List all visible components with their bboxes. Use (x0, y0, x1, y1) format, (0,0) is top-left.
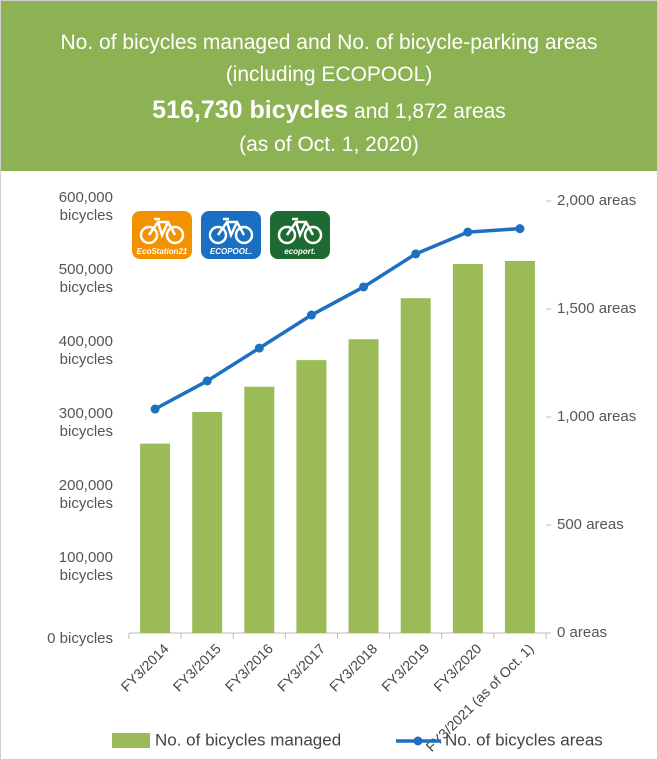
bar (296, 360, 327, 633)
header: No. of bicycles managed and No. of bicyc… (1, 1, 657, 171)
y-tick-label: 200,000 bicycles (58, 477, 113, 512)
logo-frame (147, 217, 177, 239)
line (154, 226, 521, 411)
logo-wheel (303, 225, 323, 245)
x-tick-label: FY3/2016 (222, 640, 276, 694)
line-point (306, 310, 316, 320)
logo-label: ECOPOOL. (210, 247, 252, 256)
line-point (150, 404, 160, 414)
headline-rest: and 1,872 areas (354, 100, 506, 123)
y-tick-label: 0 bicycles (47, 630, 113, 647)
logo: ecoport. (270, 211, 330, 259)
logo-wheel (208, 225, 228, 245)
bar (192, 411, 223, 633)
logo-wheel (139, 225, 159, 245)
legend-swatch (112, 733, 150, 748)
logo-label: EcoStation21 (137, 247, 188, 256)
logo: ECOPOOL. (201, 211, 261, 259)
x-tick-label: FY3/2015 (170, 640, 224, 694)
bar (452, 264, 483, 633)
logo-wheel (277, 225, 297, 245)
line-point (411, 249, 421, 259)
bar (244, 386, 275, 633)
logo-wheel (165, 225, 185, 245)
y2-tick-label: 0 areas (557, 624, 607, 641)
bar (400, 298, 431, 633)
x-tick-label: FY3/2017 (274, 640, 328, 694)
y-tick-label: 500,000 bicycles (58, 261, 113, 296)
x-tick-label: FY3/2019 (378, 640, 432, 694)
y2-tick-label: 2,000 areas (557, 192, 636, 209)
y-tick-label: 300,000 bicycles (58, 405, 113, 440)
bar (504, 260, 535, 633)
y2-tick-label: 1,000 areas (557, 408, 636, 425)
logo-wheel (234, 225, 254, 245)
legend-label: No. of bicycles areas (445, 730, 603, 749)
logo-frame (285, 217, 315, 239)
logo: EcoStation21 (132, 211, 192, 259)
x-tick-label: FY3/2020 (430, 640, 484, 694)
legend-marker (413, 736, 423, 746)
line-point (254, 343, 264, 353)
logo-label: ecoport. (284, 247, 316, 256)
line-point (515, 224, 525, 234)
date-note: (as of Oct. 1, 2020) (239, 133, 419, 156)
y-tick-label: 600,000 bicycles (58, 189, 113, 224)
legend-label: No. of bicycles managed (155, 730, 341, 749)
bar (348, 339, 379, 633)
headline-bold: 516,730 bicycles (152, 96, 349, 124)
chart-subtitle: (including ECOPOOL) (225, 63, 433, 86)
bar (140, 443, 171, 633)
y2-tick-label: 1,500 areas (557, 300, 636, 317)
y2-tick-label: 500 areas (557, 516, 624, 533)
x-tick-label: FY3/2018 (326, 640, 380, 694)
y-tick-label: 100,000 bicycles (58, 549, 113, 584)
chart-title: No. of bicycles managed and No. of bicyc… (60, 31, 598, 54)
line-point (463, 227, 473, 237)
headline: 516,730 bicycles and 1,872 areas (1, 96, 657, 125)
logo-frame (216, 217, 246, 239)
line-point (359, 282, 369, 292)
line-point (202, 376, 212, 386)
y-tick-label: 400,000 bicycles (58, 333, 113, 368)
x-tick-label: FY3/2014 (118, 640, 172, 694)
